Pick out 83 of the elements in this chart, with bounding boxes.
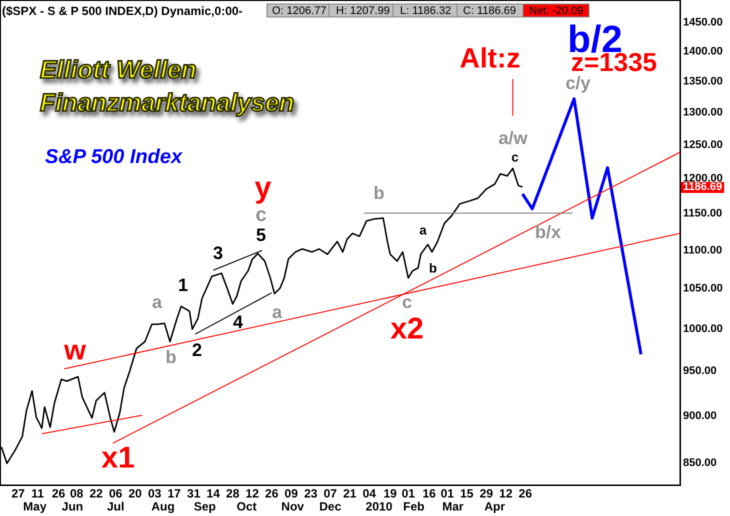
x-tick-label: 23: [304, 486, 318, 501]
x2-tick-label: 2010: [366, 500, 393, 514]
annotation: b: [166, 347, 176, 367]
x-tick-label: 11: [31, 486, 44, 501]
x-tick-label: 06: [108, 486, 123, 501]
y-tick-label: 1000.00: [683, 322, 723, 335]
annotation: 4: [232, 312, 244, 332]
annotation: w: [63, 334, 86, 366]
x-tick-label: 26: [265, 486, 279, 501]
x-tick-label: 12: [246, 486, 260, 501]
x-tick-label: 04: [362, 486, 376, 501]
annotation: b: [374, 183, 384, 203]
x2-tick-label: Oct: [236, 500, 257, 514]
x2-tick-label: Dec: [319, 500, 342, 514]
annotation: b/x: [534, 222, 562, 242]
annotation: c: [511, 150, 519, 164]
x-tick-label: 01: [402, 486, 416, 501]
x2-tick-label: Sep: [194, 500, 216, 514]
annotation: Alt:z: [460, 42, 520, 74]
annotation: x1: [101, 442, 135, 474]
x2-tick-label: Jul: [106, 500, 124, 514]
x2-tick-label: Mar: [442, 500, 464, 514]
annotation: b: [429, 260, 438, 276]
y-tick-label: 1050.00: [683, 282, 723, 295]
annotation: x2: [390, 312, 424, 346]
annotation: a/w: [498, 128, 529, 148]
y-tick-label: 1250.00: [683, 138, 723, 151]
y-tick-label: 1350.00: [683, 75, 723, 88]
y-tick-label: 950.00: [683, 365, 717, 378]
annotation: 3: [212, 243, 224, 263]
annotation: C: 1186.69: [463, 5, 516, 17]
x-tick-label: 21: [343, 486, 357, 501]
x-tick-label: 14: [206, 486, 220, 501]
x2-tick-label: May: [23, 500, 47, 514]
y-tick-label: 850.00: [683, 456, 717, 469]
x-tick-label: 28: [226, 486, 240, 501]
x-tick-label: 27: [11, 486, 26, 501]
annotation: S&P 500 Index: [45, 146, 183, 168]
x-tick-label: 16: [422, 486, 436, 501]
x-tick-label: 03: [148, 486, 162, 501]
annotation: a: [152, 292, 163, 312]
annotation: Net: -20.09: [529, 5, 584, 17]
x-tick-label: 17: [168, 486, 182, 501]
annotation: a: [272, 302, 283, 322]
chart-title: ($SPX - S & P 500 INDEX,D) Dynamic,0:00-: [2, 4, 243, 18]
annotation: Elliott Wellen: [40, 56, 196, 84]
x2-tick-label: Jun: [62, 500, 84, 514]
x-tick-label: 26: [518, 486, 532, 501]
annotation: 2: [192, 340, 202, 360]
text: 1186.69: [683, 180, 722, 193]
x-tick-label: 09: [284, 486, 298, 501]
x2-tick-label: Nov: [281, 500, 304, 514]
y-tick-label: 1100.00: [683, 244, 722, 256]
annotation: 5: [256, 225, 266, 245]
annotation: c: [255, 204, 267, 226]
x2-tick-label: Apr: [484, 500, 506, 514]
annotation: 1: [178, 275, 188, 295]
y-tick-label: 1300.00: [683, 106, 723, 118]
x-tick-label: 12: [499, 486, 513, 501]
annotation: L: 1186.32: [400, 5, 452, 17]
y-tick-label: 1150.00: [683, 208, 722, 220]
x-tick-label: 15: [460, 486, 474, 501]
x-tick-label: 08: [70, 486, 84, 501]
x-tick-label: 31: [187, 486, 201, 501]
annotation: c/y: [565, 73, 591, 93]
x2-tick-label: Aug: [151, 500, 175, 514]
x-tick-label: 01: [440, 486, 454, 501]
annotation: H: 1207.99: [336, 5, 390, 17]
x-tick-label: 26: [52, 486, 66, 501]
x-tick-label: 20: [128, 486, 142, 501]
annotation: Finanzmarktanalysen: [40, 89, 294, 117]
y-tick-label: 1450.00: [683, 16, 723, 28]
x-tick-label: 19: [383, 486, 398, 501]
x-tick-label: 29: [480, 486, 494, 501]
y-tick-label: 900.00: [683, 410, 717, 422]
annotation: y: [254, 172, 272, 204]
annotation: a: [419, 222, 428, 238]
annotation: c: [402, 292, 412, 312]
x-tick-label: 07: [324, 486, 338, 501]
x-tick-label: 22: [89, 486, 104, 501]
y-tick-label: 1400.00: [683, 45, 723, 58]
x2-tick-label: Feb: [403, 500, 425, 514]
annotation: O: 1206.77: [272, 5, 326, 17]
